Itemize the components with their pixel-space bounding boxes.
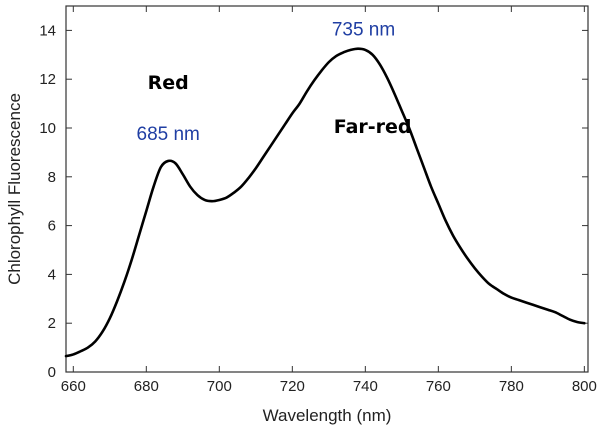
x-tick-label: 680 — [134, 378, 159, 395]
y-tick-label: 8 — [48, 169, 56, 186]
y-tick-label: 6 — [48, 218, 56, 235]
plot-frame — [65, 5, 589, 373]
annotation-label: Far-red — [334, 116, 412, 138]
x-tick-label: 720 — [280, 378, 305, 395]
y-tick-label: 14 — [39, 22, 56, 39]
fluorescence-series-line — [64, 47, 586, 358]
x-tick-label: 660 — [61, 378, 86, 395]
annotation-label: 735 nm — [332, 19, 395, 40]
x-tick-label: 800 — [572, 378, 597, 395]
y-tick-label: 12 — [39, 71, 56, 88]
y-tick-label: 0 — [48, 364, 56, 381]
annotation-label: Red — [148, 72, 189, 94]
y-tick-label: 10 — [39, 120, 56, 137]
y-tick-label: 4 — [48, 266, 56, 283]
x-tick-label: 700 — [207, 378, 232, 395]
y-axis-title: Chlorophyll Fluorescence — [5, 93, 24, 285]
x-tick-label: 780 — [499, 378, 524, 395]
y-tick-label: 2 — [48, 315, 56, 332]
x-axis-title: Wavelength (nm) — [263, 406, 392, 425]
annotation-label: 685 nm — [137, 124, 200, 145]
x-tick-label: 760 — [426, 378, 451, 395]
x-tick-label: 740 — [353, 378, 378, 395]
